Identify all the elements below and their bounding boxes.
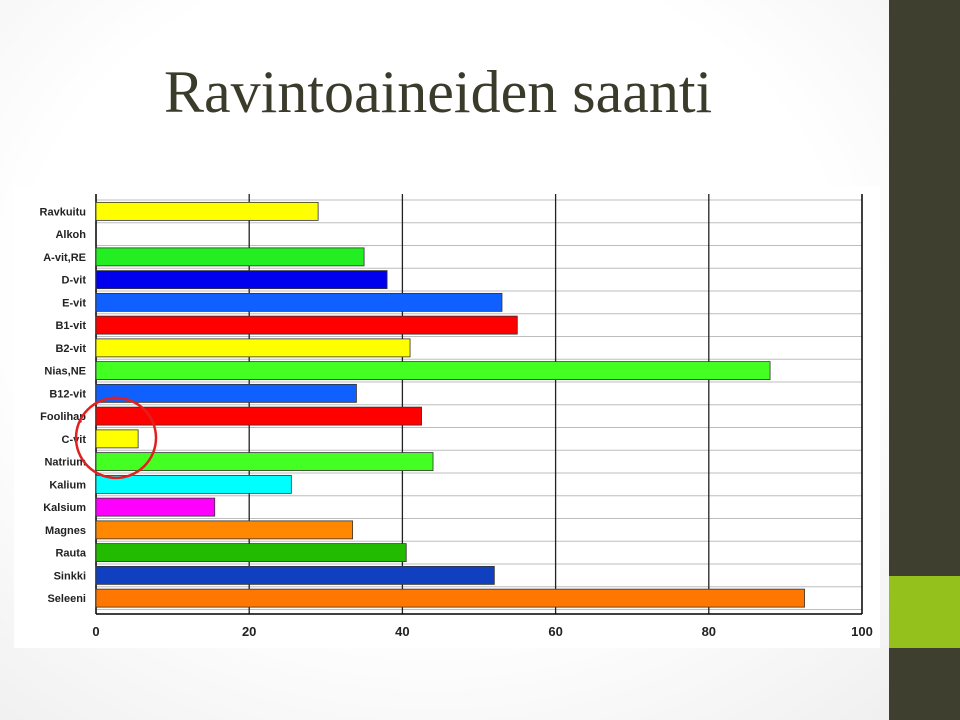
category-label: B2-vit [55, 343, 86, 355]
tick-label-x: 60 [548, 624, 562, 639]
category-label: Rauta [55, 548, 86, 560]
category-label: Kalium [49, 479, 86, 491]
tick-label-x: 40 [395, 624, 409, 639]
category-label: B1-vit [55, 320, 86, 332]
grid-layer [95, 194, 863, 615]
category-label: Nias,NE [44, 366, 86, 378]
bar [95, 338, 411, 358]
bar [95, 361, 771, 381]
tick-label-x: 80 [702, 624, 716, 639]
category-label: A-vit,RE [43, 252, 86, 264]
category-label: D-vit [62, 275, 87, 287]
side-accent-block [889, 576, 960, 648]
bar [95, 315, 518, 335]
category-label: Alkoh [55, 229, 86, 241]
highlight-circle [74, 396, 158, 480]
category-label: Natrium [44, 457, 86, 469]
category-labels: Ravkuitu Alkoh A-vit,RE D-vit E-vit B1-vit B2-… [40, 206, 87, 605]
bar [95, 247, 365, 267]
bar [95, 429, 139, 449]
category-label: B12-vit [49, 388, 86, 400]
category-label: Magnes [45, 525, 86, 537]
bar [95, 588, 805, 608]
tick-label-x: 100 [851, 624, 873, 639]
category-label: Ravkuitu [40, 206, 86, 218]
bar [95, 270, 388, 290]
slide-title: Ravintoaineiden saanti [164, 59, 713, 125]
tick-label-x: 0 [92, 624, 99, 639]
tick-labels: 0 20 40 60 80 100 [92, 624, 872, 639]
category-label: C-vit [62, 434, 87, 446]
bar [95, 292, 503, 312]
bar [95, 474, 292, 494]
bar [95, 543, 407, 563]
bar [95, 565, 495, 585]
bar-chart: Ravkuitu Alkoh A-vit,RE D-vit E-vit B1-vit B2-… [14, 186, 880, 648]
bar [95, 452, 434, 472]
bars-layer [95, 201, 805, 608]
category-label: E-vit [62, 297, 86, 309]
tick-label-x: 20 [242, 624, 256, 639]
bar [95, 520, 354, 540]
bar [95, 383, 357, 403]
category-label: Kalsium [43, 502, 86, 514]
bar [95, 201, 319, 221]
category-label: Foolihap [40, 411, 86, 423]
bar-chart-svg: Ravkuitu Alkoh A-vit,RE D-vit E-vit B1-vit B2-… [14, 186, 880, 648]
category-label: Seleeni [47, 593, 86, 605]
category-label: Sinkki [54, 570, 86, 582]
bar [95, 497, 216, 517]
bar [95, 406, 422, 426]
